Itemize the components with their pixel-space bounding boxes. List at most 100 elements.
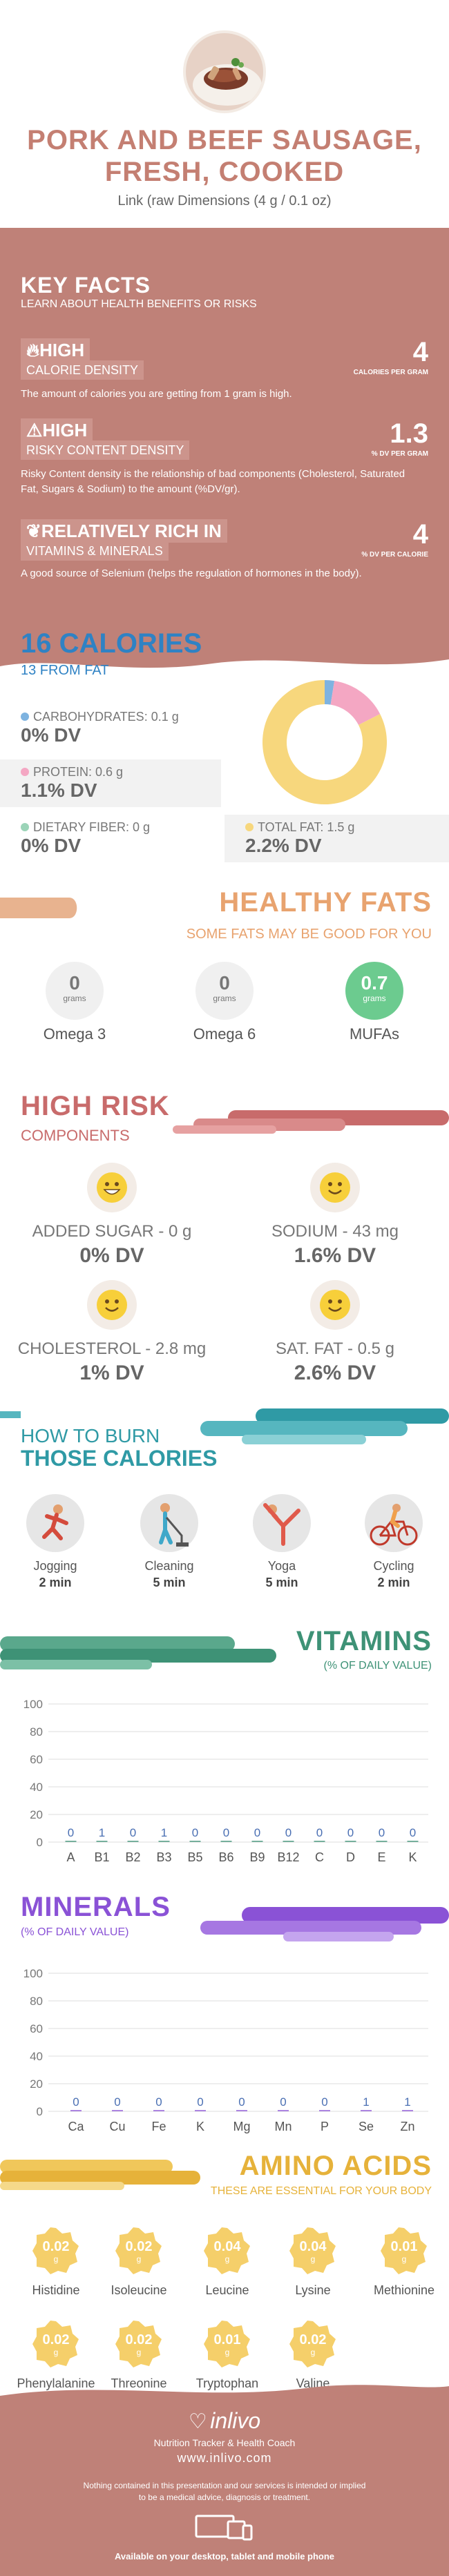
cycling-label: Cycling <box>373 1559 414 1573</box>
page-title: PORK AND BEEF SAUSAGE, FRESH, COOKED <box>27 125 422 187</box>
bar-Cu <box>112 2110 123 2111</box>
donut-slice-protein <box>330 681 381 726</box>
sat-fat-dv: 2.6% DV <box>294 1362 376 1384</box>
carbs-dot <box>21 713 29 721</box>
protein-dot <box>21 768 29 776</box>
y-tick-label: 40 <box>30 1781 43 1794</box>
fact-desc-risky: Risky Content density is the relationshi… <box>21 468 405 495</box>
vitamins-plot: 0 A 1 B1 0 B2 1 B3 0 B5 0 B6 0 B9 0 B12 0 C 0 D 0 E 0 K <box>48 1703 428 1864</box>
fact-value-vitamins: 4 <box>412 519 428 550</box>
y-tick-label: 60 <box>30 1753 43 1766</box>
value-label: 0 <box>155 2095 162 2109</box>
y-tick-label: 60 <box>30 2022 43 2035</box>
bar-B3 <box>158 1841 170 1842</box>
footer-url[interactable]: www.inlivo.com <box>177 2451 272 2465</box>
minerals-deco <box>200 1907 449 1941</box>
vitamins-chart: 100 80 60 40 20 0 0 A 1 B1 0 B2 1 B3 0 B5 0 B6 0 B9 0 B12 0 C 0… <box>0 1698 449 1878</box>
key-facts-title: KEY FACTS <box>21 273 151 298</box>
category-label: B12 <box>277 1850 299 1864</box>
category-label: K <box>196 2120 204 2133</box>
amino-unit: g <box>136 2254 142 2264</box>
category-label: Ca <box>68 2120 84 2133</box>
fact-label-calorie: CALORIE DENSITY <box>21 360 144 380</box>
omega6-circle: 0 grams <box>195 962 254 1020</box>
burn-title-line1: HOW TO BURN <box>21 1425 160 1446</box>
category-label: Se <box>359 2120 374 2133</box>
footer-available: Available on your desktop, tablet and mo… <box>114 2551 335 2562</box>
bar-C <box>314 1841 325 1842</box>
fact-label-risky: RISKY CONTENT DENSITY <box>21 440 190 460</box>
minerals-title: MINERALS <box>21 1892 171 1922</box>
value-label: 1 <box>363 2095 369 2109</box>
value-label: 1 <box>161 1826 167 1839</box>
sat-fat-label: SAT. FAT - 0.5 g <box>275 1339 395 1358</box>
y-tick-label: 100 <box>23 1967 43 1980</box>
amino-badge-leucine: 0.04 g <box>203 2227 251 2275</box>
fact-value-calorie: 4 <box>412 337 428 367</box>
amino-name: Phenylalanine <box>17 2376 95 2390</box>
fact-level-risky: ⚠︎HIGH <box>21 418 93 442</box>
category-label: P <box>321 2120 329 2133</box>
category-label: E <box>377 1850 385 1864</box>
bar-B2 <box>127 1841 139 1842</box>
category-label: Mn <box>274 2120 292 2133</box>
amino-name: Histidine <box>32 2283 80 2297</box>
high-risk-title: HIGH RISK <box>21 1091 170 1121</box>
burn-title-line2: THOSE CALORIES <box>21 1446 218 1471</box>
fat-block: TOTAL FAT: 1.5 g 2.2% DV <box>224 815 449 862</box>
omega6-label: Omega 6 <box>193 1025 256 1043</box>
amino-unit: g <box>224 2347 230 2357</box>
high-risk-deco <box>173 1110 449 1134</box>
cycling-icon <box>365 1494 423 1552</box>
calories-title: 16 CALORIES <box>21 628 202 659</box>
value-label: 0 <box>410 1826 416 1839</box>
category-label: C <box>315 1850 324 1864</box>
value-label: 1 <box>404 2095 410 2109</box>
fact-value-risky: 1.3 <box>390 418 428 449</box>
value-label: 0 <box>280 2095 286 2109</box>
footer-logo: ♡ inlivo <box>188 2408 261 2433</box>
cleaning-icon <box>140 1494 198 1552</box>
omega3-label: Omega 3 <box>43 1025 106 1043</box>
smile-icon <box>310 1163 360 1212</box>
amino-value: 0.02 <box>125 2239 153 2254</box>
amino-badge-valine: 0.02 g <box>289 2320 337 2368</box>
cycling-time: 2 min <box>377 1576 410 1589</box>
bar-A <box>65 1841 77 1842</box>
y-tick-label: 40 <box>30 2050 43 2063</box>
amino-unit: g <box>310 2254 316 2264</box>
vitamins-subtitle: (% OF DAILY VALUE) <box>323 1660 432 1672</box>
fact-desc-vitamins: A good source of Selenium (helps the reg… <box>21 568 362 579</box>
value-label: 0 <box>316 1826 323 1839</box>
fact-unit-risky: % DV PER GRAM <box>371 450 428 458</box>
value-label: 0 <box>192 1826 198 1839</box>
category-label: B6 <box>218 1850 233 1864</box>
footer-tagline: Nutrition Tracker & Health Coach <box>153 2437 296 2448</box>
category-label: K <box>408 1850 417 1864</box>
amino-deco <box>0 2160 200 2190</box>
amino-value: 0.01 <box>213 2332 241 2347</box>
value-label: 0 <box>73 2095 79 2109</box>
minerals-subtitle: (% OF DAILY VALUE) <box>21 1926 129 1938</box>
amino-name: Tryptophan <box>195 2376 259 2390</box>
added-sugar-dv: 0% DV <box>79 1244 144 1267</box>
value-label: 0 <box>114 2095 120 2109</box>
amino-name: Leucine <box>205 2283 249 2297</box>
amino-title: AMINO ACIDS <box>239 2151 432 2181</box>
category-label: B2 <box>125 1850 140 1864</box>
category-label: Zn <box>400 2120 414 2133</box>
warning-icon: ⚠︎ <box>26 420 43 440</box>
amino-unit: g <box>310 2347 316 2357</box>
bar-B6 <box>220 1841 232 1842</box>
category-label: Mg <box>233 2120 250 2133</box>
fact-level-calorie: 🔥︎HIGH <box>21 338 90 362</box>
added-sugar-label: ADDED SUGAR - 0 g <box>32 1222 192 1241</box>
smile-icon <box>87 1280 137 1330</box>
amino-unit: g <box>53 2254 59 2264</box>
bar-K <box>195 2110 206 2111</box>
serving-size: Link (raw Dimensions (4 g / 0.1 oz) <box>117 193 332 209</box>
value-label: 0 <box>379 1826 385 1839</box>
amino-name: Threonine <box>111 2376 167 2390</box>
protein-block: PROTEIN: 0.6 g 1.1% DV <box>0 759 221 807</box>
value-label: 0 <box>321 2095 327 2109</box>
